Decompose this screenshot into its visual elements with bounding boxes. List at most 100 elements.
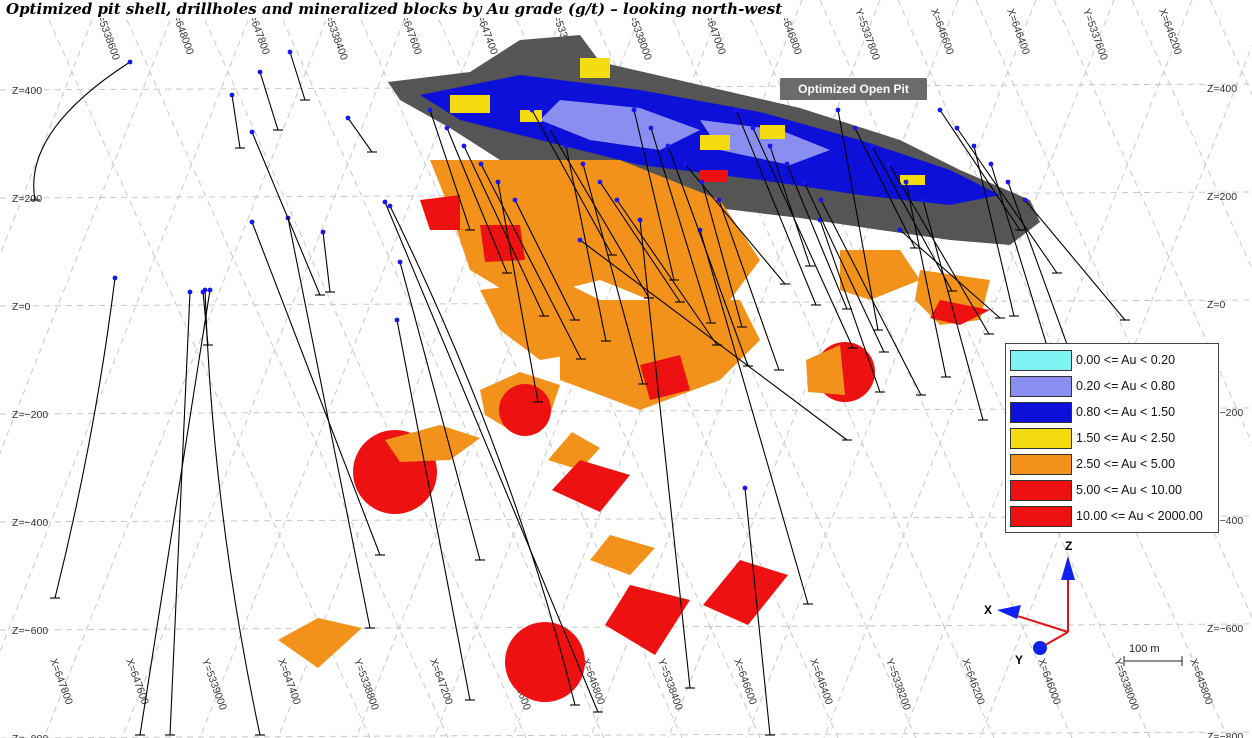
legend-item[interactable]: 0.20 <= Au < 0.80 [1010, 373, 1214, 399]
drillhole-collar [577, 237, 583, 243]
drillhole-trace [599, 181, 681, 303]
grade-block-high [605, 585, 690, 655]
drillhole-trace [497, 181, 539, 403]
grid-label: X=645800 [1187, 657, 1215, 707]
drillhole-collar [444, 125, 450, 131]
legend-item[interactable]: 2.50 <= Au < 5.00 [1010, 451, 1214, 477]
figure-title: Optimized pit shell, drillholes and mine… [0, 0, 789, 18]
drillhole-trace [33, 61, 131, 201]
legend-item[interactable]: 10.00 <= Au < 2000.00 [1010, 503, 1214, 529]
drillhole-collar [546, 125, 552, 131]
open-pit-shell[interactable] [388, 35, 1040, 245]
drillholes[interactable] [30, 49, 1130, 736]
drillhole-trace [446, 127, 508, 274]
z-axis-arrow-icon [1061, 556, 1075, 580]
grade-block-mid [560, 300, 760, 410]
drillhole-trace [752, 127, 854, 349]
drillhole-collar [495, 179, 501, 185]
drillhole-collar [512, 197, 518, 203]
drillhole-collar [249, 219, 255, 225]
drillhole-collar [478, 161, 484, 167]
grade-block-high [640, 355, 690, 400]
drillhole-collar [988, 161, 994, 167]
drillhole-trace [650, 127, 712, 324]
drillhole-collar [427, 107, 433, 113]
drillhole-trace [480, 163, 582, 360]
drillhole-trace [820, 199, 922, 396]
z-axis-label: Z [1065, 539, 1072, 553]
drillhole-trace [633, 109, 675, 281]
legend-item[interactable]: 0.00 <= Au < 0.20 [1010, 347, 1214, 373]
drillhole-collar [784, 161, 790, 167]
pit-ore-blocks-mid [700, 135, 730, 150]
pit-ore-blocks-high [700, 170, 728, 182]
legend-item[interactable]: 1.50 <= Au < 2.50 [1010, 425, 1214, 451]
drillhole-collar [750, 125, 756, 131]
grid-label: Y=5338400 [655, 657, 685, 712]
grade-block-mid [590, 535, 655, 575]
drillhole-trace [287, 217, 371, 629]
drillhole-collar [1005, 179, 1011, 185]
drillhole-collar [200, 289, 206, 295]
legend-item[interactable]: 0.80 <= Au < 1.50 [1010, 399, 1214, 425]
legend-item[interactable]: 5.00 <= Au < 10.00 [1010, 477, 1214, 503]
drillhole-collar [733, 107, 739, 113]
legend-swatch [1010, 427, 1072, 449]
grade-block-high [499, 384, 551, 436]
drillhole-collar [382, 199, 388, 205]
elevation-label-left: Z=200 [12, 193, 42, 205]
drillhole-trace [786, 163, 848, 310]
drillhole-trace [289, 51, 306, 101]
drillhole-trace [396, 319, 471, 701]
drillhole-collar [665, 143, 671, 149]
grade-block-mid [548, 432, 600, 470]
legend-swatch [1010, 375, 1072, 397]
drillhole-trace [251, 131, 321, 296]
legend-label: 0.20 <= Au < 0.80 [1076, 379, 1176, 393]
elevation-label-right: Z=−800 [1207, 731, 1243, 738]
pit-ore-blocks-mid [760, 125, 785, 139]
drillhole-trace [429, 109, 471, 231]
legend-swatch [1010, 453, 1072, 475]
drillhole-trace [251, 221, 381, 556]
drillhole-trace [639, 219, 691, 689]
grade-block-high [505, 622, 585, 702]
drillhole-collar [637, 217, 643, 223]
axis-triad: Z X Y [984, 539, 1075, 667]
drillhole-collar [187, 289, 193, 295]
grid-label: X=646400 [807, 657, 835, 707]
drillhole-collar [903, 179, 909, 185]
elevation-label-left: Z=0 [12, 301, 31, 313]
grid-label: Y=5338200 [883, 657, 913, 712]
drillhole-trace [819, 219, 881, 393]
drillhole-collar [869, 143, 875, 149]
grade-blocks[interactable] [278, 160, 990, 702]
grid-label: X=646600 [928, 7, 956, 57]
legend-label: 2.50 <= Au < 5.00 [1076, 457, 1176, 471]
drillhole-collar [742, 485, 748, 491]
drillhole-collar [631, 107, 637, 113]
elevation-label-right: Z=400 [1207, 83, 1237, 95]
drillhole-trace [399, 261, 481, 561]
grade-block-high [703, 560, 788, 625]
drillhole-trace [347, 117, 373, 153]
grade-block-high [552, 460, 630, 512]
grade-block-mid [278, 618, 362, 668]
drillhole-collar [682, 161, 688, 167]
drillhole-collar [1022, 197, 1028, 203]
drillhole-trace [803, 181, 885, 353]
grid-label: X=647800 [47, 657, 75, 707]
grid-label: X=647400 [275, 657, 303, 707]
drillhole-collar [852, 125, 858, 131]
drillhole-collar [716, 197, 722, 203]
drillhole-trace [139, 289, 211, 736]
grid-label: X=646600 [731, 657, 759, 707]
drillhole-trace [565, 145, 607, 342]
drillhole-trace [389, 205, 576, 706]
legend-swatch [1010, 505, 1072, 527]
grade-block-mid [806, 345, 845, 395]
grade-block-high [420, 195, 460, 230]
pit-ore-blocks-mid [450, 95, 490, 113]
grade-block-high [930, 300, 990, 325]
elevation-label-right: Z=0 [1207, 299, 1226, 311]
